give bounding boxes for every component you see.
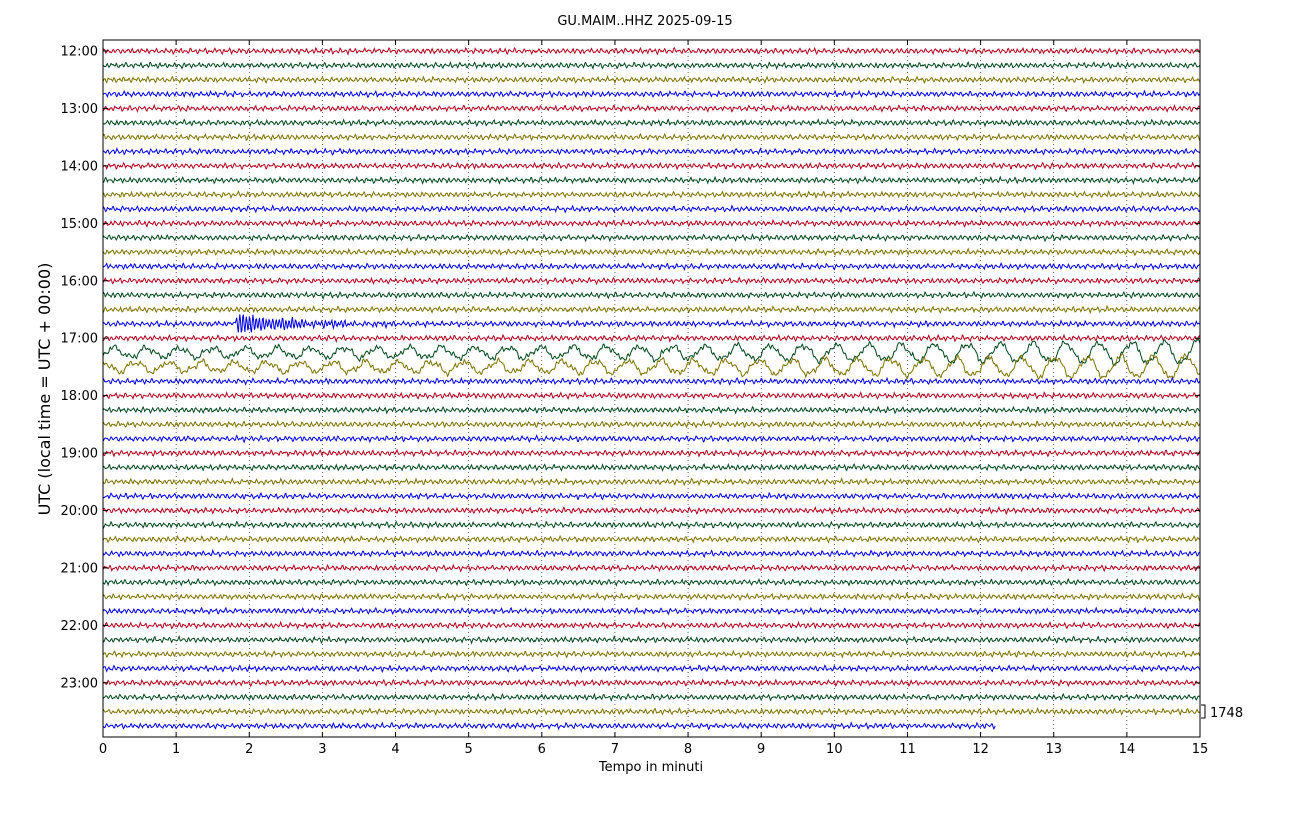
x-tick-label: 8 (684, 742, 692, 757)
y-tick-label: 20:00 (61, 504, 98, 519)
y-tick-label: 15:00 (61, 217, 98, 232)
trace-2015 (102, 520, 1201, 530)
y-tick-label: 14:00 (61, 159, 98, 174)
trace-1800 (102, 391, 1201, 401)
trace-1600 (102, 276, 1201, 286)
x-axis-label: Tempo in minuti (598, 760, 703, 775)
trace-1515 (102, 233, 1201, 243)
x-tick-label: 14 (1119, 742, 1136, 757)
trace-1545 (102, 262, 1201, 272)
x-tick-label: 5 (465, 742, 473, 757)
trace-2315 (102, 692, 1201, 703)
plot-frame (102, 39, 1201, 738)
trace-2115 (102, 577, 1201, 587)
y-axis-label: UTC (local time = UTC + 00:00) (35, 263, 54, 516)
trace-1930 (102, 477, 1201, 487)
trace-1830 (102, 419, 1201, 429)
trace-2345 (102, 721, 996, 731)
x-tick-label: 2 (245, 742, 253, 757)
trace-2045 (102, 548, 1201, 559)
scale-bar: 1748 (1201, 704, 1243, 721)
scale-bracket (1201, 704, 1206, 719)
trace-1415 (102, 175, 1201, 186)
trace-2100 (102, 563, 1201, 573)
trace-2215 (102, 634, 1201, 645)
trace-1700 (102, 333, 1201, 344)
trace-1245 (102, 89, 1201, 99)
trace-1915 (102, 462, 1201, 472)
y-tick-label: 17:00 (61, 332, 98, 347)
x-tick-label: 15 (1192, 742, 1209, 757)
y-tick-label: 18:00 (61, 389, 98, 404)
trace-1630 (102, 304, 1201, 315)
y-tick-label: 23:00 (61, 676, 98, 691)
y-tick-label: 19:00 (61, 447, 98, 462)
y-tick-label: 22:00 (61, 619, 98, 634)
trace-1730 (102, 352, 1201, 381)
trace-2245 (102, 663, 1201, 674)
x-tick-label: 12 (972, 742, 989, 757)
x-tick-label: 9 (757, 742, 765, 757)
trace-2000 (102, 505, 1201, 515)
vertical-grid (175, 40, 1128, 737)
y-tick-label: 13:00 (61, 102, 98, 117)
scale-label: 1748 (1210, 706, 1243, 721)
x-tick-label: 7 (611, 742, 619, 757)
trace-2200 (102, 620, 1201, 630)
trace-1445 (102, 204, 1201, 214)
x-tick-label: 6 (538, 742, 546, 757)
trace-1200 (102, 46, 1201, 56)
trace-2300 (102, 678, 1201, 688)
x-tick-label: 1 (172, 742, 180, 757)
trace-1815 (102, 405, 1201, 415)
x-tick-label: 4 (391, 742, 399, 757)
x-tick-label: 0 (99, 742, 107, 757)
trace-1345 (102, 146, 1201, 156)
trace-1315 (102, 118, 1201, 128)
trace-1900 (102, 448, 1201, 458)
trace-1715 (102, 337, 1201, 367)
trace-2030 (102, 534, 1201, 544)
trace-1945 (102, 491, 1201, 501)
trace-1300 (102, 103, 1201, 113)
trace-1230 (102, 75, 1201, 85)
trace-1215 (102, 60, 1201, 71)
x-axis-ticks: 0 1 2 3 4 5 6 7 8 9 10 11 12 13 14 15 (99, 40, 1208, 757)
x-tick-label: 11 (899, 742, 916, 757)
trace-1745 (102, 376, 1201, 386)
trace-2230 (103, 649, 1201, 659)
trace-1400 (102, 161, 1201, 171)
trace-2330 (102, 706, 1201, 716)
trace-2145 (102, 606, 1201, 616)
x-tick-label: 3 (318, 742, 326, 757)
chart-title: GU.MAIM..HHZ 2025-09-15 (557, 14, 732, 29)
trace-1330 (102, 132, 1201, 142)
trace-1530 (102, 247, 1201, 257)
trace-1645 (102, 314, 1201, 333)
y-tick-label: 12:00 (61, 45, 98, 60)
trace-1615 (102, 290, 1201, 300)
seismic-traces (102, 46, 1201, 731)
x-tick-label: 13 (1045, 742, 1062, 757)
y-tick-label: 16:00 (61, 274, 98, 289)
trace-1500 (102, 218, 1201, 228)
trace-1845 (102, 434, 1201, 444)
y-axis-ticks: 12:00 13:00 14:00 15:00 16:00 17:00 18:00 19:00… (61, 45, 1200, 691)
trace-1430 (102, 189, 1201, 200)
trace-2130 (102, 591, 1201, 602)
x-tick-label: 10 (826, 742, 843, 757)
y-tick-label: 21:00 (61, 561, 98, 576)
